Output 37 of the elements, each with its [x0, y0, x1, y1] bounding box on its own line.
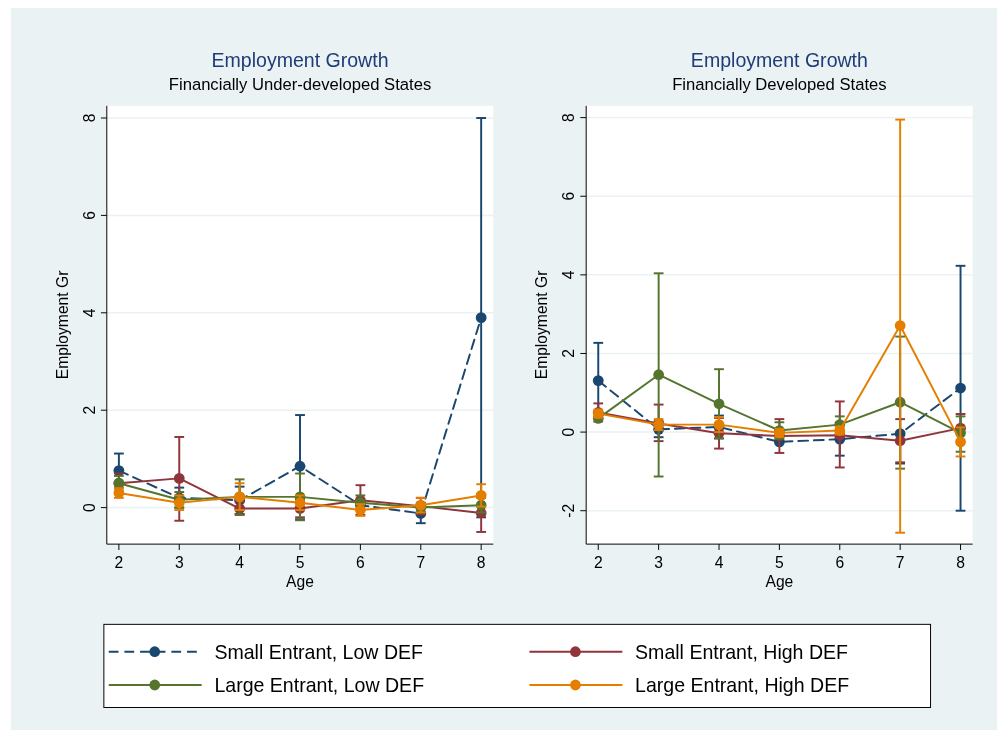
y-tick-label: 0 [560, 427, 578, 437]
y-tick-label: 2 [560, 349, 578, 358]
x-tick-label: 5 [775, 553, 785, 571]
x-tick-label: 8 [956, 553, 966, 571]
x-tick-label: 6 [835, 553, 845, 571]
y-tick-label: 0 [81, 502, 99, 512]
x-tick-label: 7 [416, 553, 426, 571]
x-tick-label: 2 [114, 553, 124, 571]
x-axis-title: Age [286, 573, 314, 591]
legend-label: Large Entrant, High DEF [635, 673, 850, 696]
x-tick-label: 6 [356, 553, 366, 571]
x-tick-label: 2 [593, 553, 603, 571]
y-tick-label: 2 [81, 405, 99, 415]
chart-subtitle: Financially Under-developed States [168, 75, 432, 95]
y-tick-label: 4 [81, 308, 99, 318]
x-tick-label: 8 [476, 553, 486, 571]
x-tick-label: 3 [654, 553, 664, 571]
y-axis-title: Employment Gr [533, 270, 551, 380]
y-tick-label: 8 [81, 113, 99, 123]
y-tick-label: 8 [560, 112, 578, 122]
chart-subtitle: Financially Developed States [672, 75, 887, 95]
y-axis-title: Employment Gr [53, 270, 71, 380]
x-tick-label: 3 [174, 553, 184, 571]
x-tick-label: 4 [714, 553, 724, 571]
y-tick-label: -2 [560, 503, 578, 518]
chart-title: Employment Growth [211, 48, 389, 71]
x-tick-label: 4 [235, 553, 245, 571]
x-axis-title: Age [765, 573, 794, 591]
y-tick-label: 6 [560, 191, 578, 201]
chart-title: Employment Growth [690, 48, 868, 71]
legend-label: Small Entrant, Low DEF [214, 640, 424, 663]
x-tick-label: 5 [295, 553, 305, 571]
legend-label: Small Entrant, High DEF [635, 640, 849, 663]
legend-label: Large Entrant, Low DEF [214, 673, 425, 696]
x-tick-label: 7 [895, 553, 905, 571]
y-tick-label: 4 [560, 270, 578, 280]
y-tick-label: 6 [81, 210, 99, 220]
